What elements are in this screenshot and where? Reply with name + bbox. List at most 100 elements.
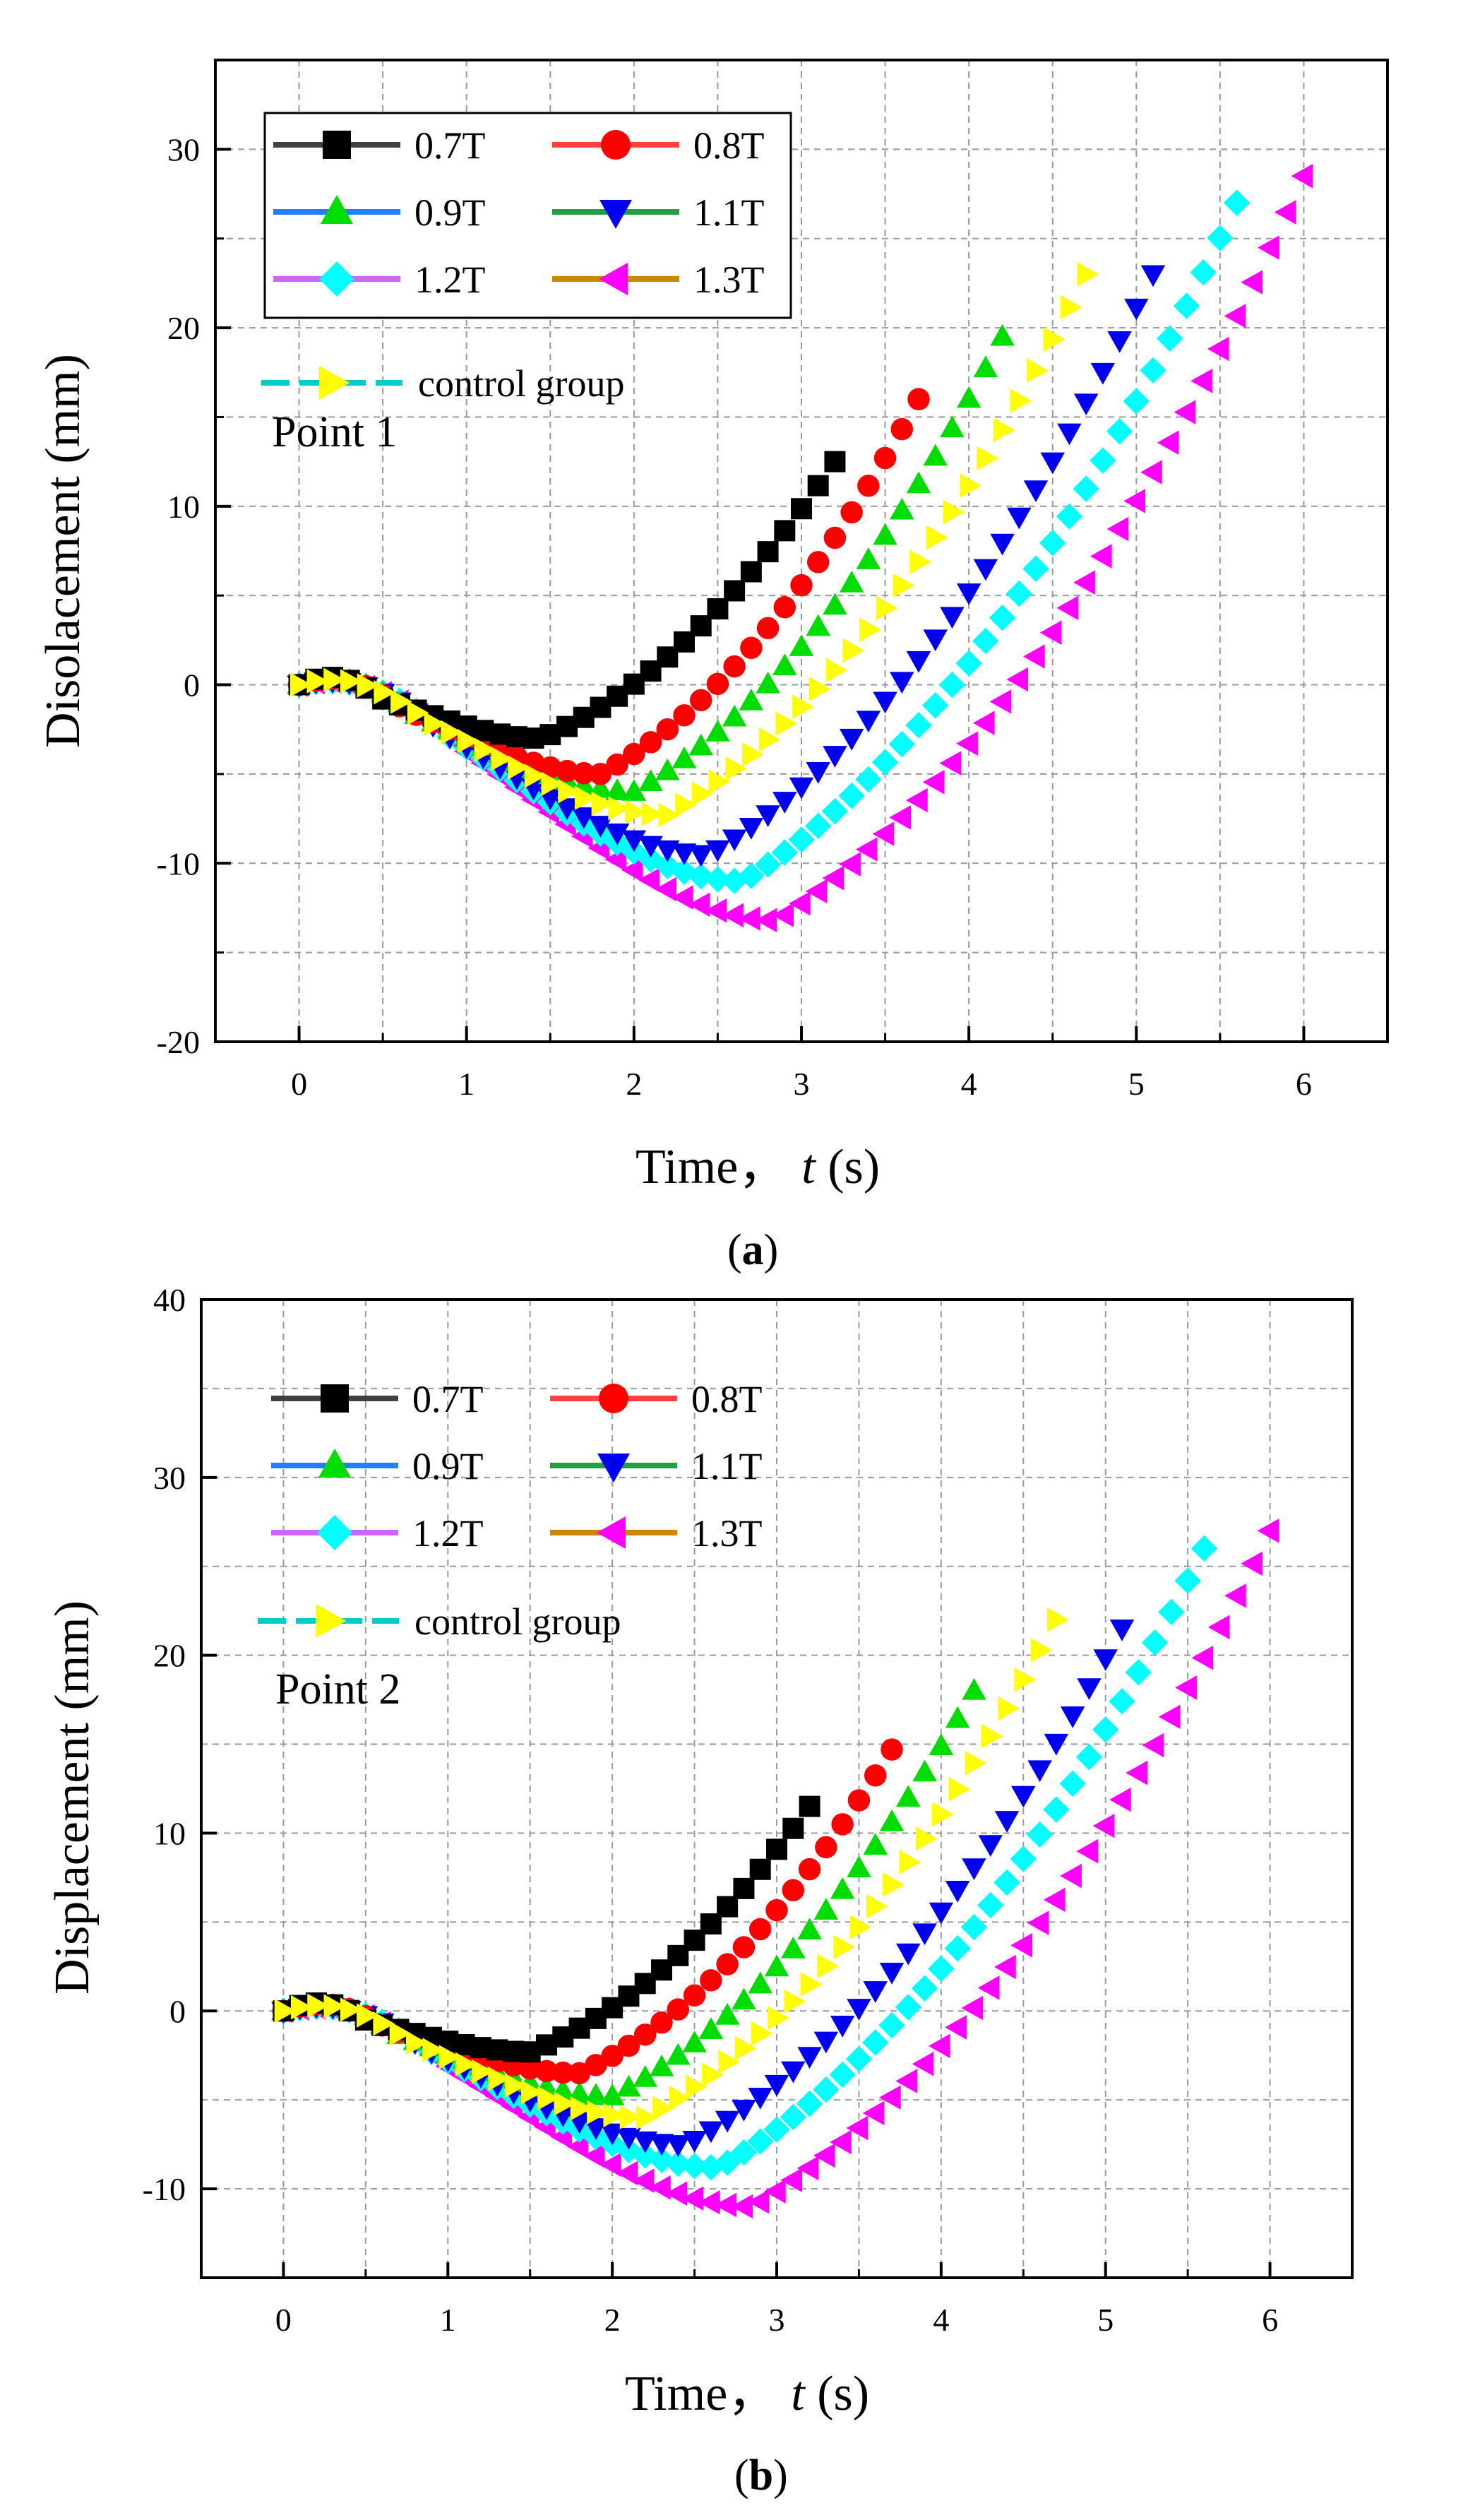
data-point-a-1.3T-4.1 bbox=[972, 711, 995, 735]
data-point-b-0.7T-2.2 bbox=[634, 1973, 656, 1995]
data-point-b-0.8T-3.6 bbox=[864, 1764, 887, 1787]
data-point-b-1.3T-4.7 bbox=[1043, 1887, 1066, 1913]
data-point-b-1.2T-5.6 bbox=[1190, 1535, 1218, 1562]
data-point-b-1.1T-4.2 bbox=[962, 1858, 986, 1880]
data-point-b-control-group-2.3 bbox=[652, 2096, 674, 2121]
data-point-a-control-group-3.9 bbox=[943, 499, 965, 525]
data-point-a-1.3T-5.3 bbox=[1174, 400, 1196, 424]
data-point-a-control-group-3 bbox=[792, 694, 814, 719]
legend-marker-b-1.1T bbox=[597, 1454, 630, 1482]
data-point-a-control-group-3.5 bbox=[876, 595, 898, 621]
data-point-a-0.9T-3.5 bbox=[873, 523, 897, 545]
data-point-a-0.9T-2 bbox=[621, 779, 647, 801]
data-point-a-1.2T-5.4 bbox=[1190, 258, 1217, 286]
data-point-a-control-group-2.5 bbox=[708, 769, 731, 794]
data-point-a-0.7T-3 bbox=[791, 498, 812, 520]
data-point-b-1.3T-4.3 bbox=[977, 1975, 1000, 2000]
data-point-b-1.3T-4.2 bbox=[961, 1995, 984, 2021]
data-point-b-0.9T-3.6 bbox=[863, 1833, 888, 1855]
data-point-a-control-group-1.6 bbox=[558, 779, 580, 804]
legend-marker-a-1.3T bbox=[599, 263, 628, 295]
data-point-b-0.8T-2.8 bbox=[732, 1936, 756, 1959]
ticks-a: 0 1 2 3 4 5 6 -20 -10 0 10 20 30 bbox=[157, 131, 1389, 1102]
data-point-a-1.2T-2.7 bbox=[738, 862, 765, 889]
data-point-b-control-group-4.2 bbox=[965, 1751, 987, 1776]
data-point-b-control-group-1.4 bbox=[504, 2073, 527, 2098]
data-point-b-control-group-2.6 bbox=[702, 2062, 724, 2087]
data-point-a-control-group-3.2 bbox=[825, 658, 848, 683]
data-point-a-1.1T-4.4 bbox=[1023, 480, 1049, 503]
data-point-a-0.8T-2.1 bbox=[639, 731, 662, 754]
data-point-a-1.1T-2.7 bbox=[739, 817, 764, 840]
data-point-a-0.8T-3.2 bbox=[823, 526, 847, 549]
data-point-b-control-group-0.4 bbox=[340, 1997, 362, 2022]
data-point-b-1.2T-4.8 bbox=[1059, 1770, 1086, 1797]
data-point-b-control-group-2.9 bbox=[751, 2021, 773, 2046]
data-point-a-1.2T-4.5 bbox=[1039, 530, 1066, 557]
data-point-a-1.3T-5.5 bbox=[1207, 336, 1229, 362]
data-point-a-0.8T-2 bbox=[623, 742, 645, 766]
x-tick-label-a-3: 3 bbox=[794, 1066, 810, 1102]
data-point-a-1.1T-3.9 bbox=[940, 607, 965, 629]
data-point-b-1.3T-5.4 bbox=[1158, 1704, 1181, 1730]
data-point-a-1.2T-2.5 bbox=[704, 866, 732, 893]
data-point-a-1.3T-4.4 bbox=[1023, 644, 1045, 669]
data-point-b-1.1T-4.3 bbox=[978, 1835, 1003, 1857]
data-point-b-1.2T-3.6 bbox=[861, 2029, 889, 2056]
data-point-b-control-group-3.8 bbox=[899, 1850, 921, 1874]
data-point-a-0.9T-4.2 bbox=[990, 323, 1015, 346]
data-point-a-control-group-4.4 bbox=[1027, 358, 1049, 383]
data-point-b-0.8T-3.4 bbox=[831, 1813, 854, 1836]
data-point-b-1.3T-4.5 bbox=[1010, 1933, 1033, 1958]
data-point-b-1.2T-4 bbox=[928, 1955, 955, 1983]
data-point-b-1.3T-3.1 bbox=[780, 2168, 803, 2193]
data-point-a-1.3T-1.9 bbox=[604, 847, 626, 872]
data-point-b-0.8T-1.9 bbox=[585, 2054, 607, 2076]
data-point-a-0.9T-2.2 bbox=[655, 758, 680, 780]
data-point-b-1.1T-4.6 bbox=[1027, 1760, 1052, 1783]
data-point-b-0.7T-1.2 bbox=[470, 2037, 491, 2059]
data-point-b-0.9T-3 bbox=[764, 1954, 789, 1977]
data-point-a-1.1T-3.1 bbox=[806, 762, 830, 784]
data-point-b-control-group-1.1 bbox=[455, 2052, 477, 2077]
data-point-b-1.3T-2.6 bbox=[698, 2190, 720, 2215]
x-tick-label-b-0: 0 bbox=[275, 2302, 292, 2338]
data-point-b-1.2T-3.1 bbox=[780, 2103, 807, 2131]
data-point-b-0.7T-1.4 bbox=[503, 2040, 525, 2062]
data-point-b-control-group-3.1 bbox=[784, 1989, 806, 2014]
data-point-b-1.3T-5.6 bbox=[1191, 1645, 1214, 1670]
legend-label-a-1.3T: 1.3T bbox=[693, 258, 765, 301]
data-point-a-1.1T-4.9 bbox=[1107, 331, 1132, 353]
data-point-b-0.7T-1.9 bbox=[585, 2007, 607, 2029]
data-point-b-control-group-0.6 bbox=[373, 2011, 395, 2036]
data-point-a-control-group-4.6 bbox=[1060, 295, 1082, 320]
y-tick-label-b-40: 40 bbox=[153, 1282, 186, 1318]
data-point-b-1.3T-2.2 bbox=[632, 2168, 655, 2193]
data-point-a-1.2T-5 bbox=[1123, 388, 1150, 415]
data-point-a-1.1T-1.9 bbox=[604, 824, 630, 845]
data-point-a-1.1T-2.3 bbox=[672, 843, 697, 866]
data-point-a-1.2T-2.8 bbox=[754, 851, 782, 878]
legend-label-b-1.1T: 1.1T bbox=[691, 1445, 763, 1487]
data-point-a-1.2T-3.1 bbox=[804, 812, 832, 840]
data-point-b-control-group-0.7 bbox=[389, 2021, 412, 2046]
data-point-b-control-group-0.5 bbox=[357, 2003, 378, 2028]
chart-panel-a: 0 1 2 3 4 5 6 -20 -10 0 10 20 30 0.7T 0.8T 0.9T 1.1T 1.2… bbox=[36, 59, 1389, 1274]
data-point-b-0.9T-4.1 bbox=[945, 1706, 970, 1728]
data-point-b-0.8T-2.4 bbox=[667, 1998, 690, 2021]
data-point-a-1.3T-4.5 bbox=[1039, 620, 1062, 645]
grid-b bbox=[201, 1300, 1352, 2278]
data-point-b-1.2T-2.9 bbox=[746, 2128, 774, 2155]
legend-b: 0.7T 0.8T 0.9T 1.1T 1.2T 1.3T control group bbox=[258, 1378, 763, 1643]
data-point-b-1.2T-4.4 bbox=[993, 1869, 1020, 1896]
data-point-a-1.3T-5.1 bbox=[1140, 460, 1162, 485]
legend-label-b-0.8T: 0.8T bbox=[691, 1378, 763, 1420]
data-point-b-0.9T-2.9 bbox=[748, 1971, 772, 1994]
data-point-a-0.9T-1.9 bbox=[604, 778, 630, 800]
data-point-b-0.7T-2.3 bbox=[651, 1959, 672, 1981]
data-point-b-1.1T-3.9 bbox=[912, 1923, 937, 1946]
data-point-a-1.2T-4.3 bbox=[1005, 580, 1033, 607]
data-point-a-0.9T-4.1 bbox=[973, 355, 998, 378]
data-point-a-control-group-1.3 bbox=[508, 755, 530, 780]
y-tick-label-a--20: -20 bbox=[157, 1024, 200, 1060]
